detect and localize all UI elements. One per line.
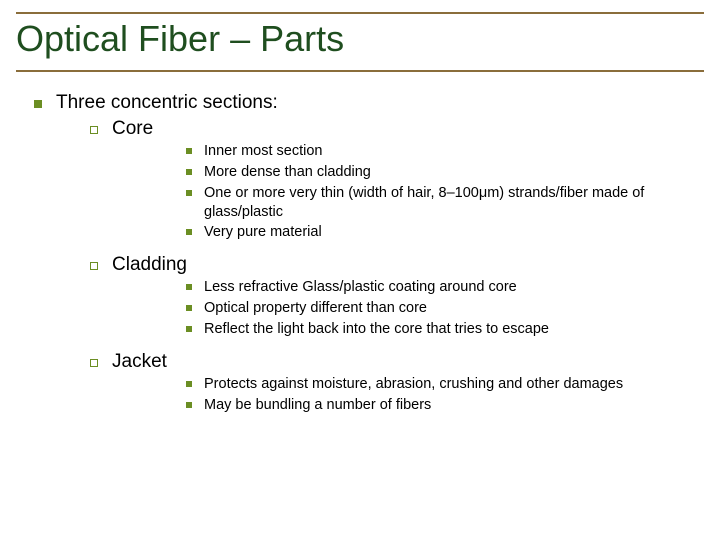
- square-bullet-icon: [34, 100, 42, 108]
- level2-item: Core: [90, 118, 704, 140]
- square-bullet-icon: [186, 381, 192, 387]
- list-item: One or more very thin (width of hair, 8–…: [186, 184, 704, 222]
- list-item: Reflect the light back into the core tha…: [186, 320, 704, 339]
- level2-block-jacket: Jacket Protects against moisture, abrasi…: [90, 351, 704, 415]
- list-item: Optical property different than core: [186, 299, 704, 318]
- level3-text: One or more very thin (width of hair, 8–…: [204, 184, 704, 222]
- list-item: May be bundling a number of fibers: [186, 396, 704, 415]
- square-bullet-icon: [186, 190, 192, 196]
- title-bar: Optical Fiber – Parts: [16, 12, 704, 72]
- level2-block-cladding: Cladding Less refractive Glass/plastic c…: [90, 254, 704, 339]
- level3-text: May be bundling a number of fibers: [204, 396, 431, 415]
- level1-item: Three concentric sections:: [34, 92, 704, 114]
- level2-block-core: Core Inner most section More dense than …: [90, 118, 704, 242]
- hollow-square-bullet-icon: [90, 262, 98, 270]
- list-item: Protects against moisture, abrasion, cru…: [186, 375, 704, 394]
- level3-list-jacket: Protects against moisture, abrasion, cru…: [186, 375, 704, 415]
- hollow-square-bullet-icon: [90, 359, 98, 367]
- square-bullet-icon: [186, 169, 192, 175]
- square-bullet-icon: [186, 305, 192, 311]
- level3-text: Protects against moisture, abrasion, cru…: [204, 375, 623, 394]
- level1-block: Three concentric sections: Core Inner mo…: [34, 92, 704, 414]
- level2-item: Jacket: [90, 351, 704, 373]
- level3-list-core: Inner most section More dense than cladd…: [186, 142, 704, 242]
- square-bullet-icon: [186, 148, 192, 154]
- level2-text: Jacket: [112, 351, 167, 373]
- list-item: Less refractive Glass/plastic coating ar…: [186, 278, 704, 297]
- level3-text: Reflect the light back into the core tha…: [204, 320, 549, 339]
- square-bullet-icon: [186, 326, 192, 332]
- level2-text: Core: [112, 118, 153, 140]
- hollow-square-bullet-icon: [90, 126, 98, 134]
- level3-text: Very pure material: [204, 223, 322, 242]
- level3-text: Optical property different than core: [204, 299, 427, 318]
- slide-title: Optical Fiber – Parts: [16, 18, 704, 60]
- level3-text: Less refractive Glass/plastic coating ar…: [204, 278, 517, 297]
- level2-text: Cladding: [112, 254, 187, 276]
- level1-text: Three concentric sections:: [56, 92, 278, 114]
- level3-text: Inner most section: [204, 142, 322, 161]
- square-bullet-icon: [186, 284, 192, 290]
- level2-item: Cladding: [90, 254, 704, 276]
- list-item: More dense than cladding: [186, 163, 704, 182]
- list-item: Very pure material: [186, 223, 704, 242]
- level3-text: More dense than cladding: [204, 163, 371, 182]
- square-bullet-icon: [186, 229, 192, 235]
- list-item: Inner most section: [186, 142, 704, 161]
- square-bullet-icon: [186, 402, 192, 408]
- level3-list-cladding: Less refractive Glass/plastic coating ar…: [186, 278, 704, 339]
